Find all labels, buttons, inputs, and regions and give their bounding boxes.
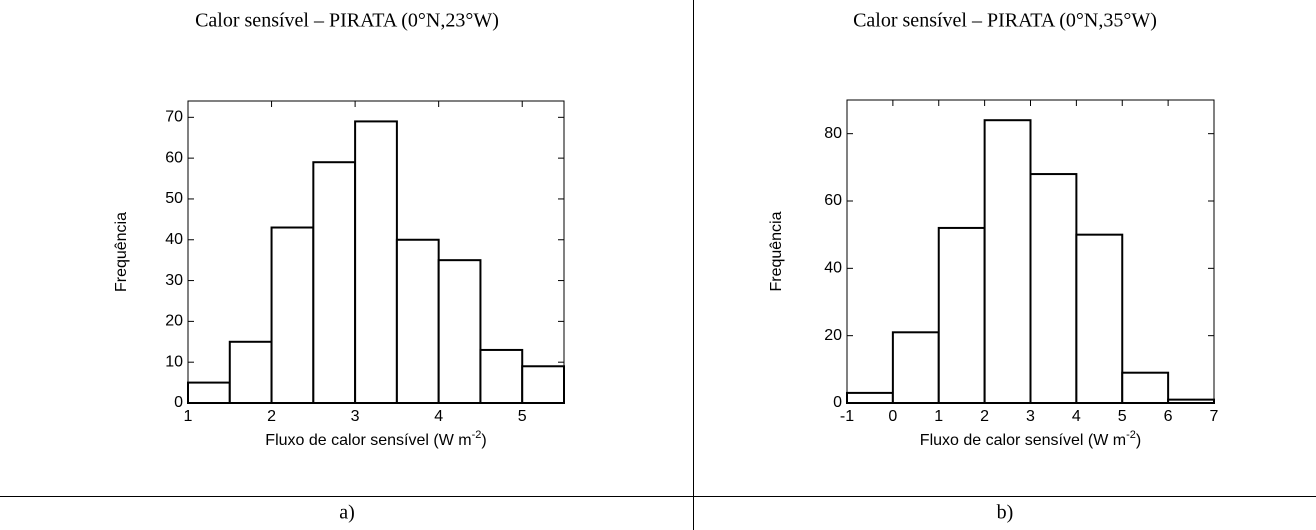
y-tick-label: 20 [165, 313, 183, 330]
bar [437, 259, 482, 405]
y-tick-label: 80 [824, 125, 842, 142]
y-tick-label: 60 [165, 149, 183, 166]
x-tick-label: 4 [1072, 408, 1081, 425]
x-axis-label-part: Fluxo de calor sensível (W m [920, 432, 1126, 449]
bar [395, 238, 440, 404]
bar [1029, 173, 1078, 404]
x-axis-label-part: ) [481, 432, 486, 449]
x-tick-label: 4 [434, 408, 443, 425]
x-axis-label: Fluxo de calor sensível (W m-2) [920, 429, 1141, 449]
x-tick-label: 1 [934, 408, 943, 425]
y-tick-label: 50 [165, 190, 183, 207]
bar [891, 331, 940, 404]
bar [521, 365, 566, 404]
x-axis-label: Fluxo de calor sensível (W m-2) [265, 429, 486, 449]
y-tick-label: 30 [165, 272, 183, 289]
x-axis-label-part: -2 [1126, 429, 1136, 441]
bar [1121, 371, 1170, 405]
bar [846, 391, 894, 404]
x-tick-label: 3 [351, 408, 360, 425]
bar [937, 226, 986, 404]
bar [312, 161, 357, 404]
bar [1075, 233, 1124, 404]
x-tick-label: 3 [1026, 408, 1035, 425]
x-tick-label: 5 [1118, 408, 1127, 425]
bar [228, 340, 273, 404]
panel-caption: b) [997, 502, 1014, 524]
x-tick-label: 2 [980, 408, 989, 425]
x-tick-label: 2 [267, 408, 276, 425]
y-tick-label: 20 [824, 327, 842, 344]
x-tick-label: 0 [888, 408, 897, 425]
panel-caption: a) [339, 502, 355, 524]
y-tick-label: 60 [824, 192, 842, 209]
bar [187, 381, 231, 405]
bar [1167, 398, 1215, 404]
x-tick-label: 7 [1210, 408, 1219, 425]
x-axis-label-part: Fluxo de calor sensível (W m [265, 432, 471, 449]
x-tick-label: 6 [1164, 408, 1173, 425]
y-tick-label: 40 [824, 260, 842, 277]
x-tick-label: 1 [184, 408, 193, 425]
y-tick-label: 70 [165, 109, 183, 126]
chart-title: Calor sensível – PIRATA (0°N,23°W) [195, 10, 499, 32]
bar [270, 226, 315, 404]
y-axis-label: Frequência [768, 211, 785, 291]
x-tick-label: 5 [518, 408, 527, 425]
y-tick-label: 40 [165, 231, 183, 248]
y-tick-label: 0 [833, 394, 842, 411]
y-axis-label: Frequência [113, 212, 130, 292]
plot-frame [187, 100, 565, 404]
x-axis-label-part: ) [1136, 432, 1141, 449]
x-axis-label-part: -2 [472, 429, 482, 441]
x-tick-label: -1 [840, 408, 854, 425]
bar [479, 348, 524, 405]
bar [983, 119, 1032, 404]
bar [354, 120, 398, 405]
y-tick-label: 10 [165, 353, 183, 370]
y-tick-label: 0 [174, 394, 183, 411]
chart-title: Calor sensível – PIRATA (0°N,35°W) [853, 10, 1157, 32]
